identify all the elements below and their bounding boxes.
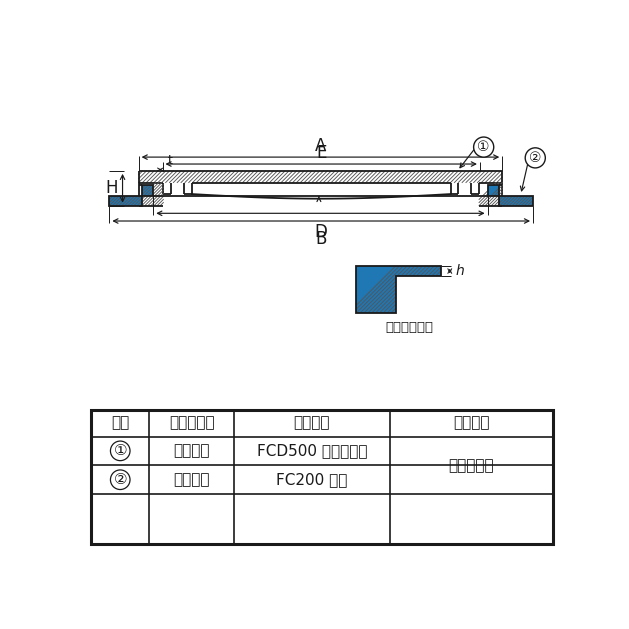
Text: ふた端部寸法: ふた端部寸法 (386, 321, 434, 334)
Text: B: B (316, 230, 327, 248)
Text: ①: ① (113, 443, 127, 459)
Polygon shape (109, 185, 153, 206)
Polygon shape (487, 185, 533, 206)
Text: E: E (316, 143, 326, 162)
Text: 錆止め塗装: 錆止め塗装 (448, 458, 494, 473)
Text: FC200 鋳鉄: FC200 鋳鉄 (276, 472, 348, 487)
Polygon shape (487, 185, 533, 206)
Text: ふ　　た: ふ た (174, 443, 210, 459)
Text: H: H (106, 179, 118, 198)
Bar (91, 409, 553, 545)
Text: ②: ② (113, 472, 127, 487)
Text: 部番: 部番 (111, 416, 130, 431)
Text: t: t (168, 154, 173, 167)
Text: ②: ② (529, 151, 542, 165)
Bar (479, 182, 502, 206)
Text: A: A (314, 136, 326, 155)
Text: 表面処理: 表面処理 (453, 416, 489, 431)
Text: ①: ① (477, 140, 490, 154)
Polygon shape (356, 265, 440, 313)
Text: 部　品　名: 部 品 名 (169, 416, 214, 431)
Text: 材　　質: 材 質 (294, 416, 330, 431)
Text: FCD500 ダクタイル: FCD500 ダクタイル (257, 443, 367, 459)
Polygon shape (109, 185, 153, 206)
Bar (139, 182, 164, 206)
Bar (139, 171, 502, 182)
Polygon shape (356, 265, 440, 313)
Text: h: h (455, 264, 464, 278)
Text: D: D (314, 223, 327, 240)
Text: 受　　枠: 受 枠 (174, 472, 210, 487)
